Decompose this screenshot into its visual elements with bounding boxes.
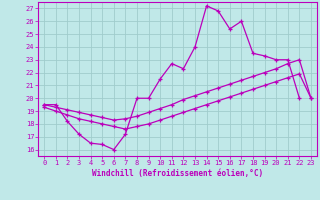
X-axis label: Windchill (Refroidissement éolien,°C): Windchill (Refroidissement éolien,°C) <box>92 169 263 178</box>
